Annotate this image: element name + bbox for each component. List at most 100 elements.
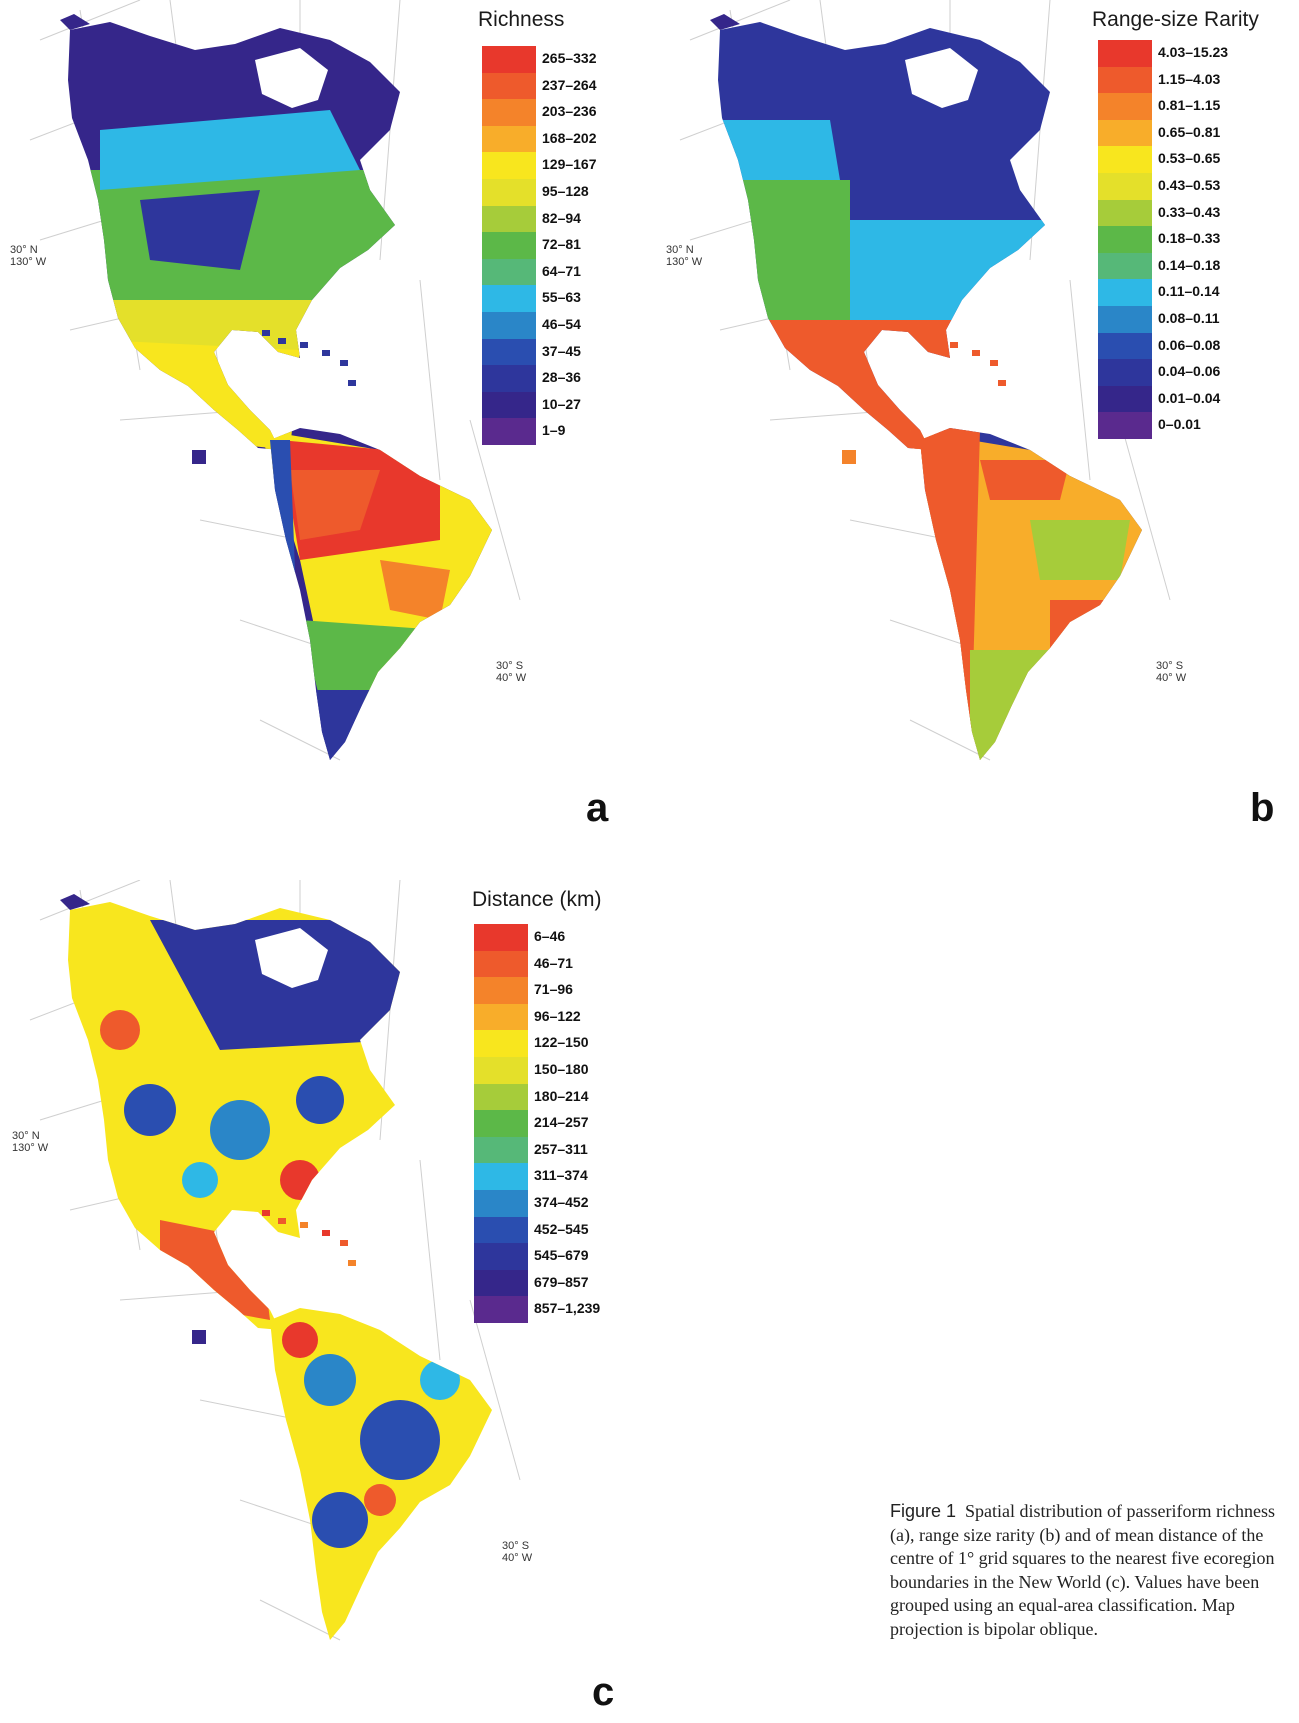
legend-swatch bbox=[1098, 119, 1152, 147]
color-zone bbox=[150, 920, 400, 1050]
caribbean-island bbox=[300, 1222, 308, 1228]
legend-swatch bbox=[1098, 305, 1152, 333]
graticule-line bbox=[1069, 279, 1091, 481]
legend-label: 0.14–0.18 bbox=[1158, 256, 1221, 273]
legend-swatch bbox=[474, 1163, 528, 1190]
legend-swatch bbox=[482, 365, 536, 392]
color-zone bbox=[364, 1484, 396, 1516]
caption-text: Spatial distribution of passeriform rich… bbox=[890, 1501, 1275, 1639]
legend-swatch bbox=[1098, 172, 1152, 200]
color-zone bbox=[100, 1010, 140, 1050]
legend-swatch bbox=[474, 977, 528, 1004]
legend-label: 168–202 bbox=[542, 129, 597, 146]
caribbean-island bbox=[340, 1240, 348, 1246]
color-zone bbox=[124, 1084, 176, 1136]
color-zone bbox=[380, 560, 450, 620]
color-zone bbox=[282, 1322, 318, 1358]
legend-swatch bbox=[482, 99, 536, 126]
legend-title-b: Range-size Rarity bbox=[1092, 8, 1259, 31]
caribbean-island bbox=[998, 380, 1006, 386]
legend-label: 257–311 bbox=[534, 1140, 588, 1157]
hudson-bay bbox=[255, 48, 328, 108]
legend-swatch bbox=[1098, 385, 1152, 413]
graticule-line bbox=[469, 1299, 521, 1481]
panel-letter-c: c bbox=[592, 1670, 615, 1714]
map-b bbox=[679, 0, 1171, 761]
legend-label: 0.33–0.43 bbox=[1158, 203, 1221, 220]
color-zone bbox=[312, 1492, 368, 1548]
legend-swatch bbox=[482, 152, 536, 179]
caribbean-island bbox=[278, 1218, 286, 1224]
legend-swatch bbox=[474, 1269, 528, 1297]
legend-label: 96–122 bbox=[534, 1007, 581, 1024]
legend-swatch bbox=[474, 1030, 528, 1057]
legend-label: 4.03–15.23 bbox=[1158, 44, 1229, 60]
legend-title-c: Distance (km) bbox=[472, 888, 602, 911]
legend-swatch bbox=[1098, 412, 1152, 439]
map-a bbox=[29, 0, 521, 761]
graticule-line bbox=[419, 279, 441, 481]
color-zone bbox=[1050, 600, 1110, 660]
legend-swatch bbox=[1098, 93, 1152, 120]
legend-swatch bbox=[1098, 332, 1152, 360]
color-zone bbox=[210, 1100, 270, 1160]
panel-a: Richness 265–332 237–264 203–236 168–202 129… bbox=[0, 0, 640, 850]
panel-b: Range-size Rarity 4.03–15.23 1.15–4.03 0.8… bbox=[650, 0, 1299, 850]
graticule-line bbox=[419, 1159, 441, 1361]
legend-swatch bbox=[482, 418, 536, 445]
island-marker bbox=[192, 450, 206, 464]
legend-label: 0.11–0.14 bbox=[1158, 283, 1220, 300]
caribbean-island bbox=[262, 330, 270, 336]
hudson-bay bbox=[255, 928, 328, 988]
legend-label: 0.01–0.04 bbox=[1158, 389, 1221, 406]
caribbean-island bbox=[278, 338, 286, 344]
legend-swatch bbox=[1098, 146, 1152, 173]
legend-label: 6–46 bbox=[534, 928, 566, 944]
legend-swatch bbox=[474, 950, 528, 978]
legend-swatch bbox=[482, 338, 536, 366]
legend-label: 0.08–0.11 bbox=[1158, 309, 1220, 326]
legend-swatch bbox=[1098, 40, 1152, 67]
graticule-line bbox=[199, 1399, 301, 1421]
caribbean-island bbox=[322, 350, 330, 356]
graticule-line bbox=[1119, 419, 1171, 601]
arctic-island bbox=[710, 14, 740, 30]
legend-swatch bbox=[482, 232, 536, 259]
caribbean-island bbox=[322, 1230, 330, 1236]
color-zone bbox=[100, 110, 360, 190]
legend-label: 10–27 bbox=[542, 395, 581, 412]
legend-swatch bbox=[1098, 359, 1152, 386]
legend-swatch bbox=[1098, 226, 1152, 253]
legend-swatch bbox=[482, 391, 536, 419]
legend-swatch bbox=[1098, 252, 1152, 280]
legend-swatch bbox=[1098, 199, 1152, 227]
legend-label: 0.04–0.06 bbox=[1158, 363, 1221, 380]
figure-caption: Figure 1 Spatial distribution of passeri… bbox=[890, 1500, 1285, 1641]
coord-south-c: 30° S 40° W bbox=[502, 1540, 533, 1564]
legend-swatch bbox=[474, 1296, 528, 1323]
legend-swatch bbox=[474, 1003, 528, 1031]
legend-label: 265–332 bbox=[542, 50, 597, 66]
color-zone bbox=[68, 300, 400, 350]
color-zone bbox=[360, 1400, 440, 1480]
legend-label: 0.43–0.53 bbox=[1158, 176, 1221, 193]
color-zone bbox=[300, 620, 440, 700]
coord-south-a: 30° S 40° W bbox=[496, 660, 527, 684]
caribbean-island bbox=[300, 342, 308, 348]
legend-label: 0.06–0.08 bbox=[1158, 336, 1221, 353]
legend-label: 0.53–0.65 bbox=[1158, 150, 1221, 167]
panel-letter-b: b bbox=[1250, 786, 1275, 830]
color-zone bbox=[300, 690, 400, 760]
legend-swatch bbox=[474, 1136, 528, 1164]
panel-c: Distance (km) 6–46 46–71 71–96 96–122 122–15… bbox=[0, 880, 640, 1723]
legend-label: 0.81–1.15 bbox=[1158, 97, 1221, 114]
caribbean-island bbox=[990, 360, 998, 366]
legend-label: 214–257 bbox=[534, 1114, 589, 1131]
legend-title-a: Richness bbox=[478, 8, 565, 31]
color-zone bbox=[296, 1076, 344, 1124]
color-zone bbox=[182, 1162, 218, 1198]
legend-label: 28–36 bbox=[542, 369, 581, 386]
legend-swatch bbox=[482, 72, 536, 100]
graticule-line bbox=[909, 719, 991, 761]
legend-label: 203–236 bbox=[542, 103, 597, 120]
